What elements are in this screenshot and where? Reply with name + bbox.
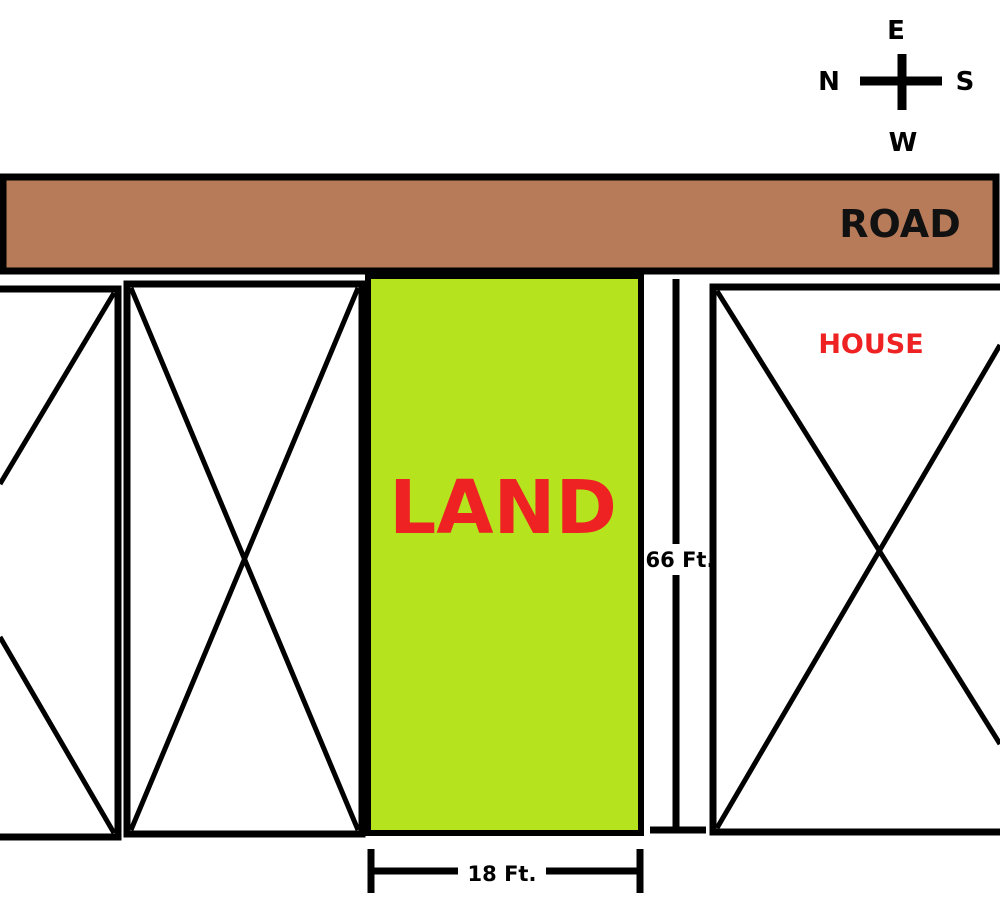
plot-diagonal (128, 287, 361, 831)
compass-south-label: S (956, 67, 975, 97)
plot-diagonal (0, 635, 117, 835)
land-label: LAND (389, 465, 617, 551)
house-plot: HOUSE (709, 283, 1000, 836)
plot-diagonal (714, 343, 1000, 830)
compass-west-label: W (889, 128, 918, 158)
road-label: ROAD (839, 202, 961, 246)
compass-north-label: N (818, 67, 840, 97)
plot-diagonal (714, 289, 1000, 746)
depth-dimension: 66 Ft. (646, 279, 715, 834)
plot-diagonal (0, 291, 117, 486)
compass-rose: E N S W (818, 16, 974, 158)
plot-outline (0, 285, 122, 841)
road: ROAD (0, 173, 1000, 275)
land-plot: LAND (365, 273, 644, 836)
compass-east-label: E (887, 16, 905, 46)
land-area (365, 273, 644, 836)
house-label: HOUSE (818, 329, 923, 360)
neighbor-plot-left (123, 280, 366, 838)
depth-dimension-label: 66 Ft. (646, 548, 715, 572)
plot-outline (709, 283, 1000, 836)
width-dimension: 18 Ft. (367, 849, 644, 893)
road-strip (0, 173, 1000, 275)
width-dimension-label: 18 Ft. (468, 862, 537, 886)
neighbor-plot-left-edge (0, 285, 122, 841)
